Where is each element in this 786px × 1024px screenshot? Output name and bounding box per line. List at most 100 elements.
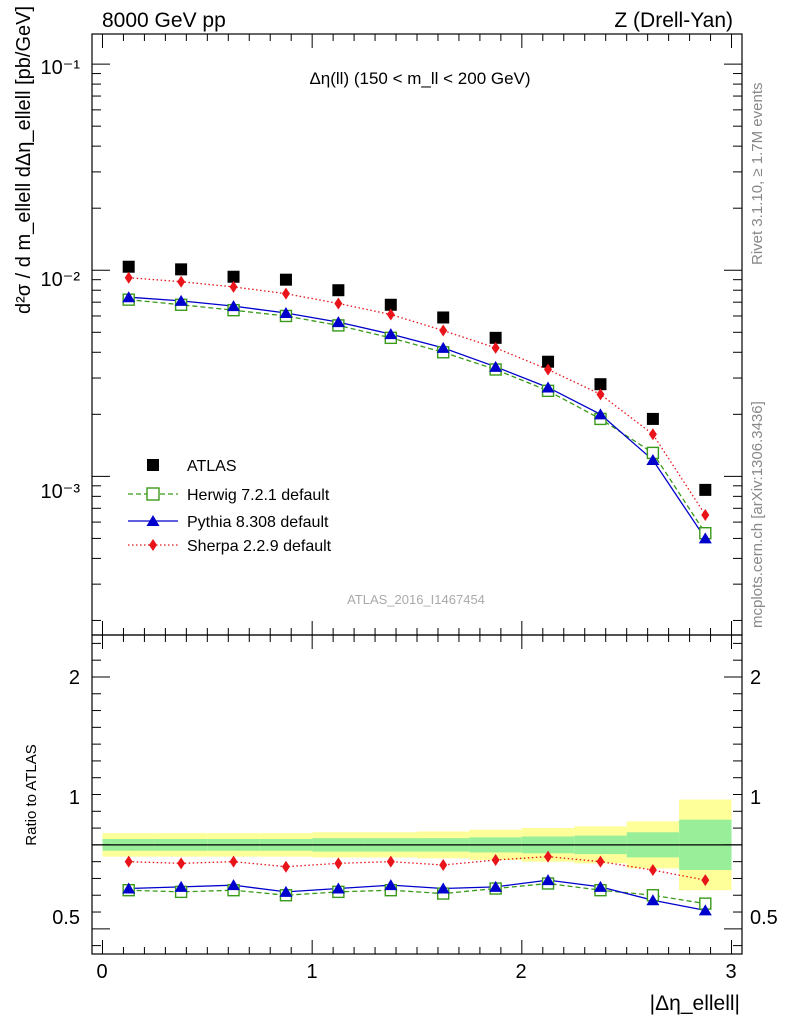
y-tick-1e-3: 10⁻³ [41, 481, 81, 503]
header-left: 8000 GeV pp [102, 9, 226, 32]
ratio-point-sherpa [439, 859, 448, 872]
ratio-series-layer [122, 850, 712, 916]
header-right: Z (Drell-Yan) [614, 9, 733, 32]
main-point-sherpa [124, 271, 133, 284]
main-point-atlas [332, 284, 345, 297]
ratio-axis-ticks [92, 635, 742, 954]
main-line-sherpa [128, 277, 706, 516]
x-tick-1: 1 [306, 961, 317, 983]
main-point-atlas [699, 483, 712, 496]
ratio-y-axis-label: Ratio to ATLAS [23, 744, 40, 845]
ratio-point-sherpa [544, 850, 553, 863]
main-point-atlas [227, 270, 240, 283]
x-axis-label: |Δη_ellell| [650, 992, 740, 1015]
main-point-pythia [646, 454, 660, 466]
main-point-pythia [384, 328, 398, 340]
main-point-atlas [489, 331, 502, 344]
ratio-point-sherpa [491, 853, 500, 866]
legend-label-sherpa: Sherpa 2.2.9 default [187, 538, 332, 555]
ratio-y-tick-0.5: 0.5 [52, 907, 80, 929]
main-point-atlas [175, 263, 188, 276]
ratio-point-sherpa [648, 864, 657, 877]
mcplots-text: mcplots.cern.ch [arXiv:1306.3436] [749, 401, 766, 628]
main-point-pythia [541, 381, 555, 393]
y-tick-1e-1: 10⁻¹ [41, 57, 81, 79]
main-point-sherpa [596, 388, 605, 401]
main-point-atlas [437, 311, 450, 324]
main-point-atlas [646, 412, 659, 425]
main-point-pythia [331, 316, 345, 328]
ratio-panel-frame [91, 634, 743, 955]
rivet-version-text: Rivet 3.1.10, ≥ 1.7M events [749, 83, 766, 266]
ratio-point-pythia [541, 874, 555, 886]
main-point-sherpa [229, 280, 238, 293]
ratio-point-sherpa [701, 874, 710, 887]
ratio-point-sherpa [334, 857, 343, 870]
main-point-atlas [384, 298, 397, 311]
main-point-sherpa [701, 508, 710, 521]
main-point-pythia [698, 532, 712, 544]
ratio-line-pythia [128, 879, 706, 911]
ratio-point-pythia [227, 879, 241, 891]
legend-marker-sherpa [149, 539, 157, 551]
ratio-point-pythia [331, 882, 345, 894]
main-point-sherpa [386, 308, 395, 321]
ratio-point-pythia [279, 885, 293, 897]
analysis-watermark: ATLAS_2016_I1467454 [347, 592, 485, 607]
ratio-point-pythia [384, 879, 398, 891]
main-axis-ticks [92, 34, 742, 635]
legend-label-herwig: Herwig 7.2.1 default [187, 487, 330, 504]
main-point-sherpa [648, 428, 657, 441]
ratio-y-tick-labels: 0.5 1 2 0.5 1 2 [52, 667, 778, 929]
main-line-herwig [128, 299, 706, 534]
ratio-point-pythia [646, 894, 660, 906]
main-point-sherpa [281, 287, 290, 300]
ratio-y-tick-right-0.5: 0.5 [750, 907, 778, 929]
ratio-point-sherpa [177, 857, 186, 870]
main-y-tick-labels: 10⁻³ 10⁻² 10⁻¹ [41, 57, 81, 503]
legend-marker-pythia [146, 515, 160, 526]
main-point-atlas [279, 273, 292, 286]
legend-marker-herwig [146, 487, 160, 501]
main-point-pythia [436, 341, 450, 353]
ratio-point-sherpa [229, 855, 238, 868]
ratio-point-pythia [698, 904, 712, 916]
main-point-pythia [122, 291, 136, 303]
legend-label-atlas: ATLAS [187, 458, 237, 475]
ratio-point-pythia [436, 882, 450, 894]
ratio-y-tick-right-1: 1 [750, 787, 761, 809]
main-plot-title: Δη(ll) (150 < m_ll < 200 GeV) [309, 69, 530, 88]
legend: ATLAS Herwig 7.2.1 default Pythia 8.308 … [128, 458, 332, 555]
main-point-pythia [279, 307, 293, 319]
x-tick-labels: 0 1 2 3 [96, 961, 736, 983]
legend-label-pythia: Pythia 8.308 default [187, 514, 329, 531]
main-y-axis-label: d²σ / d m_ellell dΔη_ellell [pb/GeV] [13, 6, 35, 314]
ratio-line-herwig [128, 882, 706, 905]
main-point-pythia [489, 360, 503, 372]
x-tick-2: 2 [515, 961, 526, 983]
main-point-pythia [593, 408, 607, 420]
main-point-sherpa [334, 297, 343, 310]
main-line-pythia [128, 296, 706, 539]
ratio-point-sherpa [386, 855, 395, 868]
main-point-atlas [122, 260, 135, 273]
main-point-sherpa [439, 324, 448, 337]
ratio-line-sherpa [128, 855, 706, 881]
x-tick-0: 0 [96, 961, 107, 983]
ratio-point-pythia [174, 880, 188, 892]
main-point-sherpa [177, 275, 186, 288]
ratio-point-pythia [489, 880, 503, 892]
main-point-sherpa [544, 363, 553, 376]
ratio-y-tick-2: 2 [69, 667, 80, 689]
ratio-y-tick-1: 1 [69, 787, 80, 809]
main-point-sherpa [491, 341, 500, 354]
ratio-point-pythia [593, 880, 607, 892]
main-point-atlas [594, 378, 607, 391]
ratio-point-sherpa [596, 855, 605, 868]
ratio-point-pythia [122, 882, 136, 894]
main-point-atlas [542, 355, 555, 368]
x-tick-3: 3 [725, 961, 736, 983]
main-series-layer [122, 260, 712, 544]
y-tick-1e-2: 10⁻² [41, 269, 81, 291]
